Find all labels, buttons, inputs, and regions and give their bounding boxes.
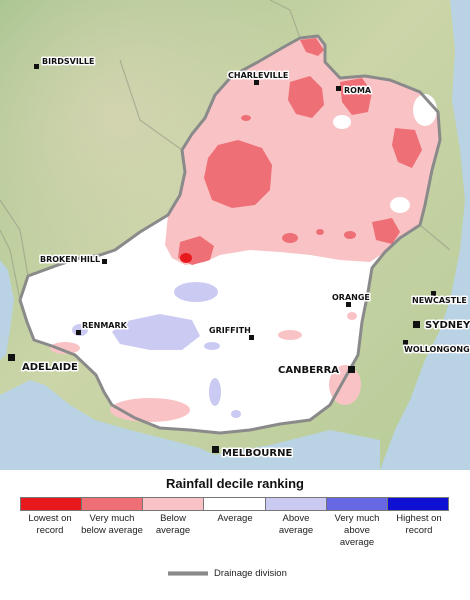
very-much-below-east [392,128,422,168]
legend-label-below: Below average [155,513,191,536]
place-broken-hill: BROKEN HILL [39,254,107,266]
very-much-below-dots-3 [241,115,251,121]
legend-label-very-much-above: Very much above average [334,513,380,548]
rainfall-map: BIRDSVILLE CHARLEVILLE ROMA BROKEN HILL … [0,0,470,470]
very-much-below-dots-1 [282,233,298,243]
place-label: ADELAIDE [22,362,78,373]
drainage-division-line [168,570,208,576]
legend-label-very-much-below: Very much below average [81,513,143,536]
place-newcastle: NEWCASTLE [411,291,468,307]
very-much-below-southeast [372,218,400,244]
legend-label-lowest: Lowest on record [28,513,72,536]
very-much-below-charleville [288,76,324,118]
place-sydney: SYDNEY [413,319,470,333]
place-label: WOLLONGONG [404,345,470,354]
legend-title: Rainfall decile ranking [166,476,304,491]
place-label: CHARLEVILLE [228,71,288,80]
place-label: BIRDSVILLE [42,57,94,66]
place-birdsville: BIRDSVILLE [34,56,96,69]
ocean-south [0,380,380,470]
above-average-central [112,314,200,350]
place-label: NEWCASTLE [412,296,467,305]
legend-swatch-lowest [21,498,83,510]
legend-label-average: Average [217,513,253,524]
place-label: RENMARK [82,321,128,330]
place-adelaide: ADELAIDE [8,354,80,375]
very-much-below-central [204,140,272,208]
above-average-griffith [204,342,220,350]
above-average-north [174,282,218,302]
very-much-below-dots-2 [344,231,356,239]
drainage-division-label: Drainage division [214,567,287,579]
place-charleville: CHARLEVILLE [227,70,290,85]
other-division-boundaries [0,0,451,301]
drainage-division-key: Drainage division [168,567,287,579]
below-average-central [278,330,302,340]
legend-swatch-below [143,498,205,510]
place-roma: ROMA [336,85,373,97]
place-melbourne: MELBOURNE [212,446,294,461]
very-much-below-northtip [300,38,324,56]
above-average-dot [231,410,241,418]
lowest-on-record [180,253,192,263]
place-canberra: CANBERRA [277,364,355,378]
very-much-below-roma [340,78,372,115]
place-orange: ORANGE [331,292,371,307]
place-label: ROMA [344,86,372,95]
spencer-gulf [0,260,14,360]
place-wollongong: WOLLONGONG [403,340,470,356]
below-average-west [50,342,80,354]
place-label: ORANGE [332,293,370,302]
average-patch-3 [390,197,410,213]
legend-color-bar [20,497,449,511]
drainage-division-boundary [18,34,442,435]
place-label: SYDNEY [425,320,470,331]
place-label: BROKEN HILL [40,255,100,264]
legend-swatch-very-much-above [326,498,388,510]
legend-swatch-above [265,498,327,510]
legend-swatch-very-much-below [82,498,144,510]
legend-label-highest: Highest on record [396,513,442,536]
above-average-south [209,378,221,406]
ocean-east [380,0,470,470]
legend-swatch-highest [387,498,448,510]
very-much-below-dots-4 [316,229,324,235]
legend-swatch-average [204,498,266,510]
legend-label-above: Above average [278,513,314,536]
place-renmark: RENMARK [76,320,129,335]
place-label: GRIFFITH [209,326,251,335]
place-label: MELBOURNE [222,448,292,459]
below-average-bits [347,312,357,320]
place-label: CANBERRA [278,365,339,376]
average-patch-1 [333,115,351,129]
place-griffith: GRIFFITH [208,325,254,340]
